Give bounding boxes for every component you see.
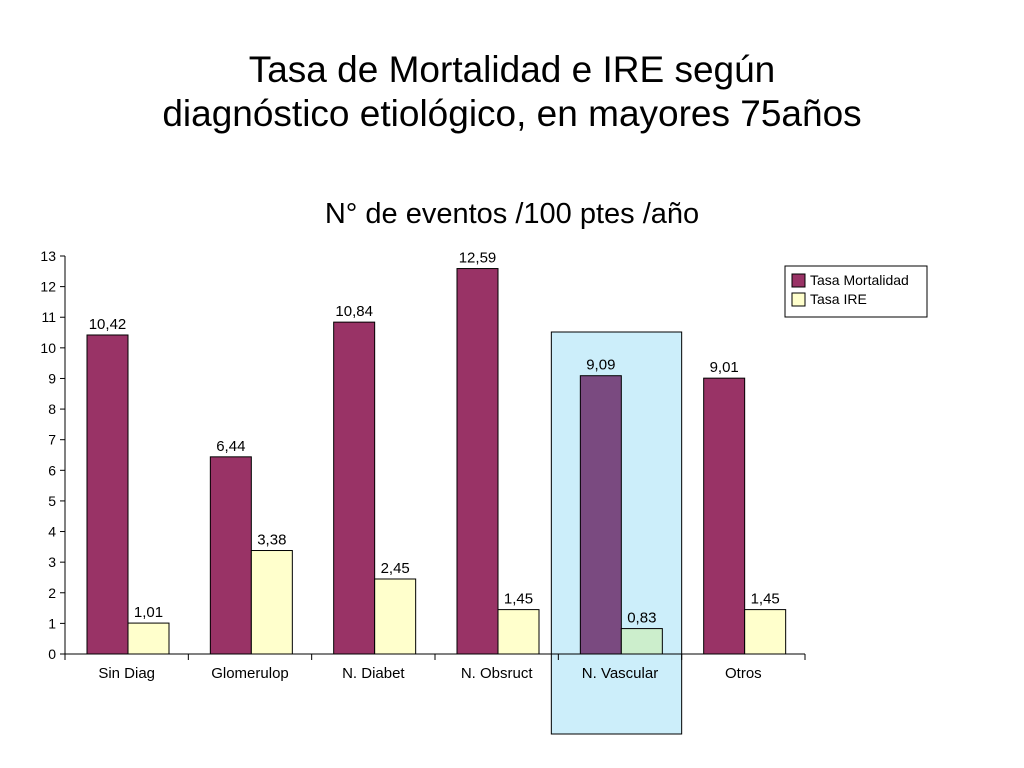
data-label: 1,45 <box>751 591 780 608</box>
y-tick-label: 7 <box>48 432 56 448</box>
data-label: 9,09 <box>586 357 615 374</box>
legend-label: Tasa Mortalidad <box>810 272 909 288</box>
y-tick-label: 4 <box>48 524 56 540</box>
slide-title-line-1: Tasa de Mortalidad e IRE según <box>248 49 776 90</box>
legend-box <box>784 265 928 318</box>
bar-tasa-mortalidad <box>209 456 252 655</box>
data-label: 0,83 <box>627 610 656 627</box>
y-tick-label: 13 <box>40 248 56 264</box>
bar-tasa-ire <box>497 609 540 655</box>
data-label: 6,44 <box>216 438 245 455</box>
y-tick-label: 12 <box>40 279 56 295</box>
x-tick-label: Otros <box>725 665 762 682</box>
bar-tasa-mortalidad <box>86 334 129 655</box>
legend-label: Tasa IRE <box>810 291 867 307</box>
bar-tasa-ire <box>127 622 170 655</box>
x-tick-label: N. Diabet <box>342 665 405 682</box>
x-tick-label: N. Vascular <box>582 665 658 682</box>
y-tick-label: 2 <box>48 585 56 601</box>
y-tick-label: 6 <box>48 462 56 478</box>
data-label: 3,38 <box>257 532 286 549</box>
legend-swatch <box>791 273 806 288</box>
x-tick-label: N. Obsruct <box>461 665 534 682</box>
data-label: 12,59 <box>459 250 497 267</box>
y-tick-label: 5 <box>48 493 56 509</box>
data-label: 2,45 <box>381 560 410 577</box>
y-tick-label: 9 <box>48 370 56 386</box>
legend-swatch <box>791 292 806 307</box>
x-tick-label: Sin Diag <box>98 665 155 682</box>
bar-tasa-ire <box>374 578 417 655</box>
y-tick-label: 10 <box>40 340 56 356</box>
data-label: 1,01 <box>134 604 163 621</box>
bar-tasa-ire <box>250 550 293 655</box>
y-tick-label: 8 <box>48 401 56 417</box>
data-label: 1,45 <box>504 591 533 608</box>
x-tick-label: Glomerulop <box>211 665 289 682</box>
bar-tasa-mortalidad <box>703 377 746 655</box>
y-tick-label: 11 <box>41 309 56 325</box>
bar-tasa-mortalidad <box>579 375 622 655</box>
bar-tasa-ire <box>620 628 663 655</box>
data-label: 10,84 <box>335 303 373 320</box>
bar-tasa-ire <box>744 609 787 655</box>
data-label: 9,01 <box>710 359 739 376</box>
slide-title-line-2: diagnóstico etiológico, en mayores 75año… <box>162 93 862 134</box>
chart-title: N° de eventos /100 ptes /año <box>324 198 700 230</box>
y-tick-label: 3 <box>48 554 56 570</box>
bar-tasa-mortalidad <box>333 321 376 655</box>
y-tick-label: 1 <box>48 615 56 631</box>
slide-title: Tasa de Mortalidad e IRE según diagnósti… <box>0 48 1024 136</box>
y-tick-label: 0 <box>48 646 56 662</box>
bar-tasa-mortalidad <box>456 268 499 655</box>
data-label: 10,42 <box>89 316 127 333</box>
